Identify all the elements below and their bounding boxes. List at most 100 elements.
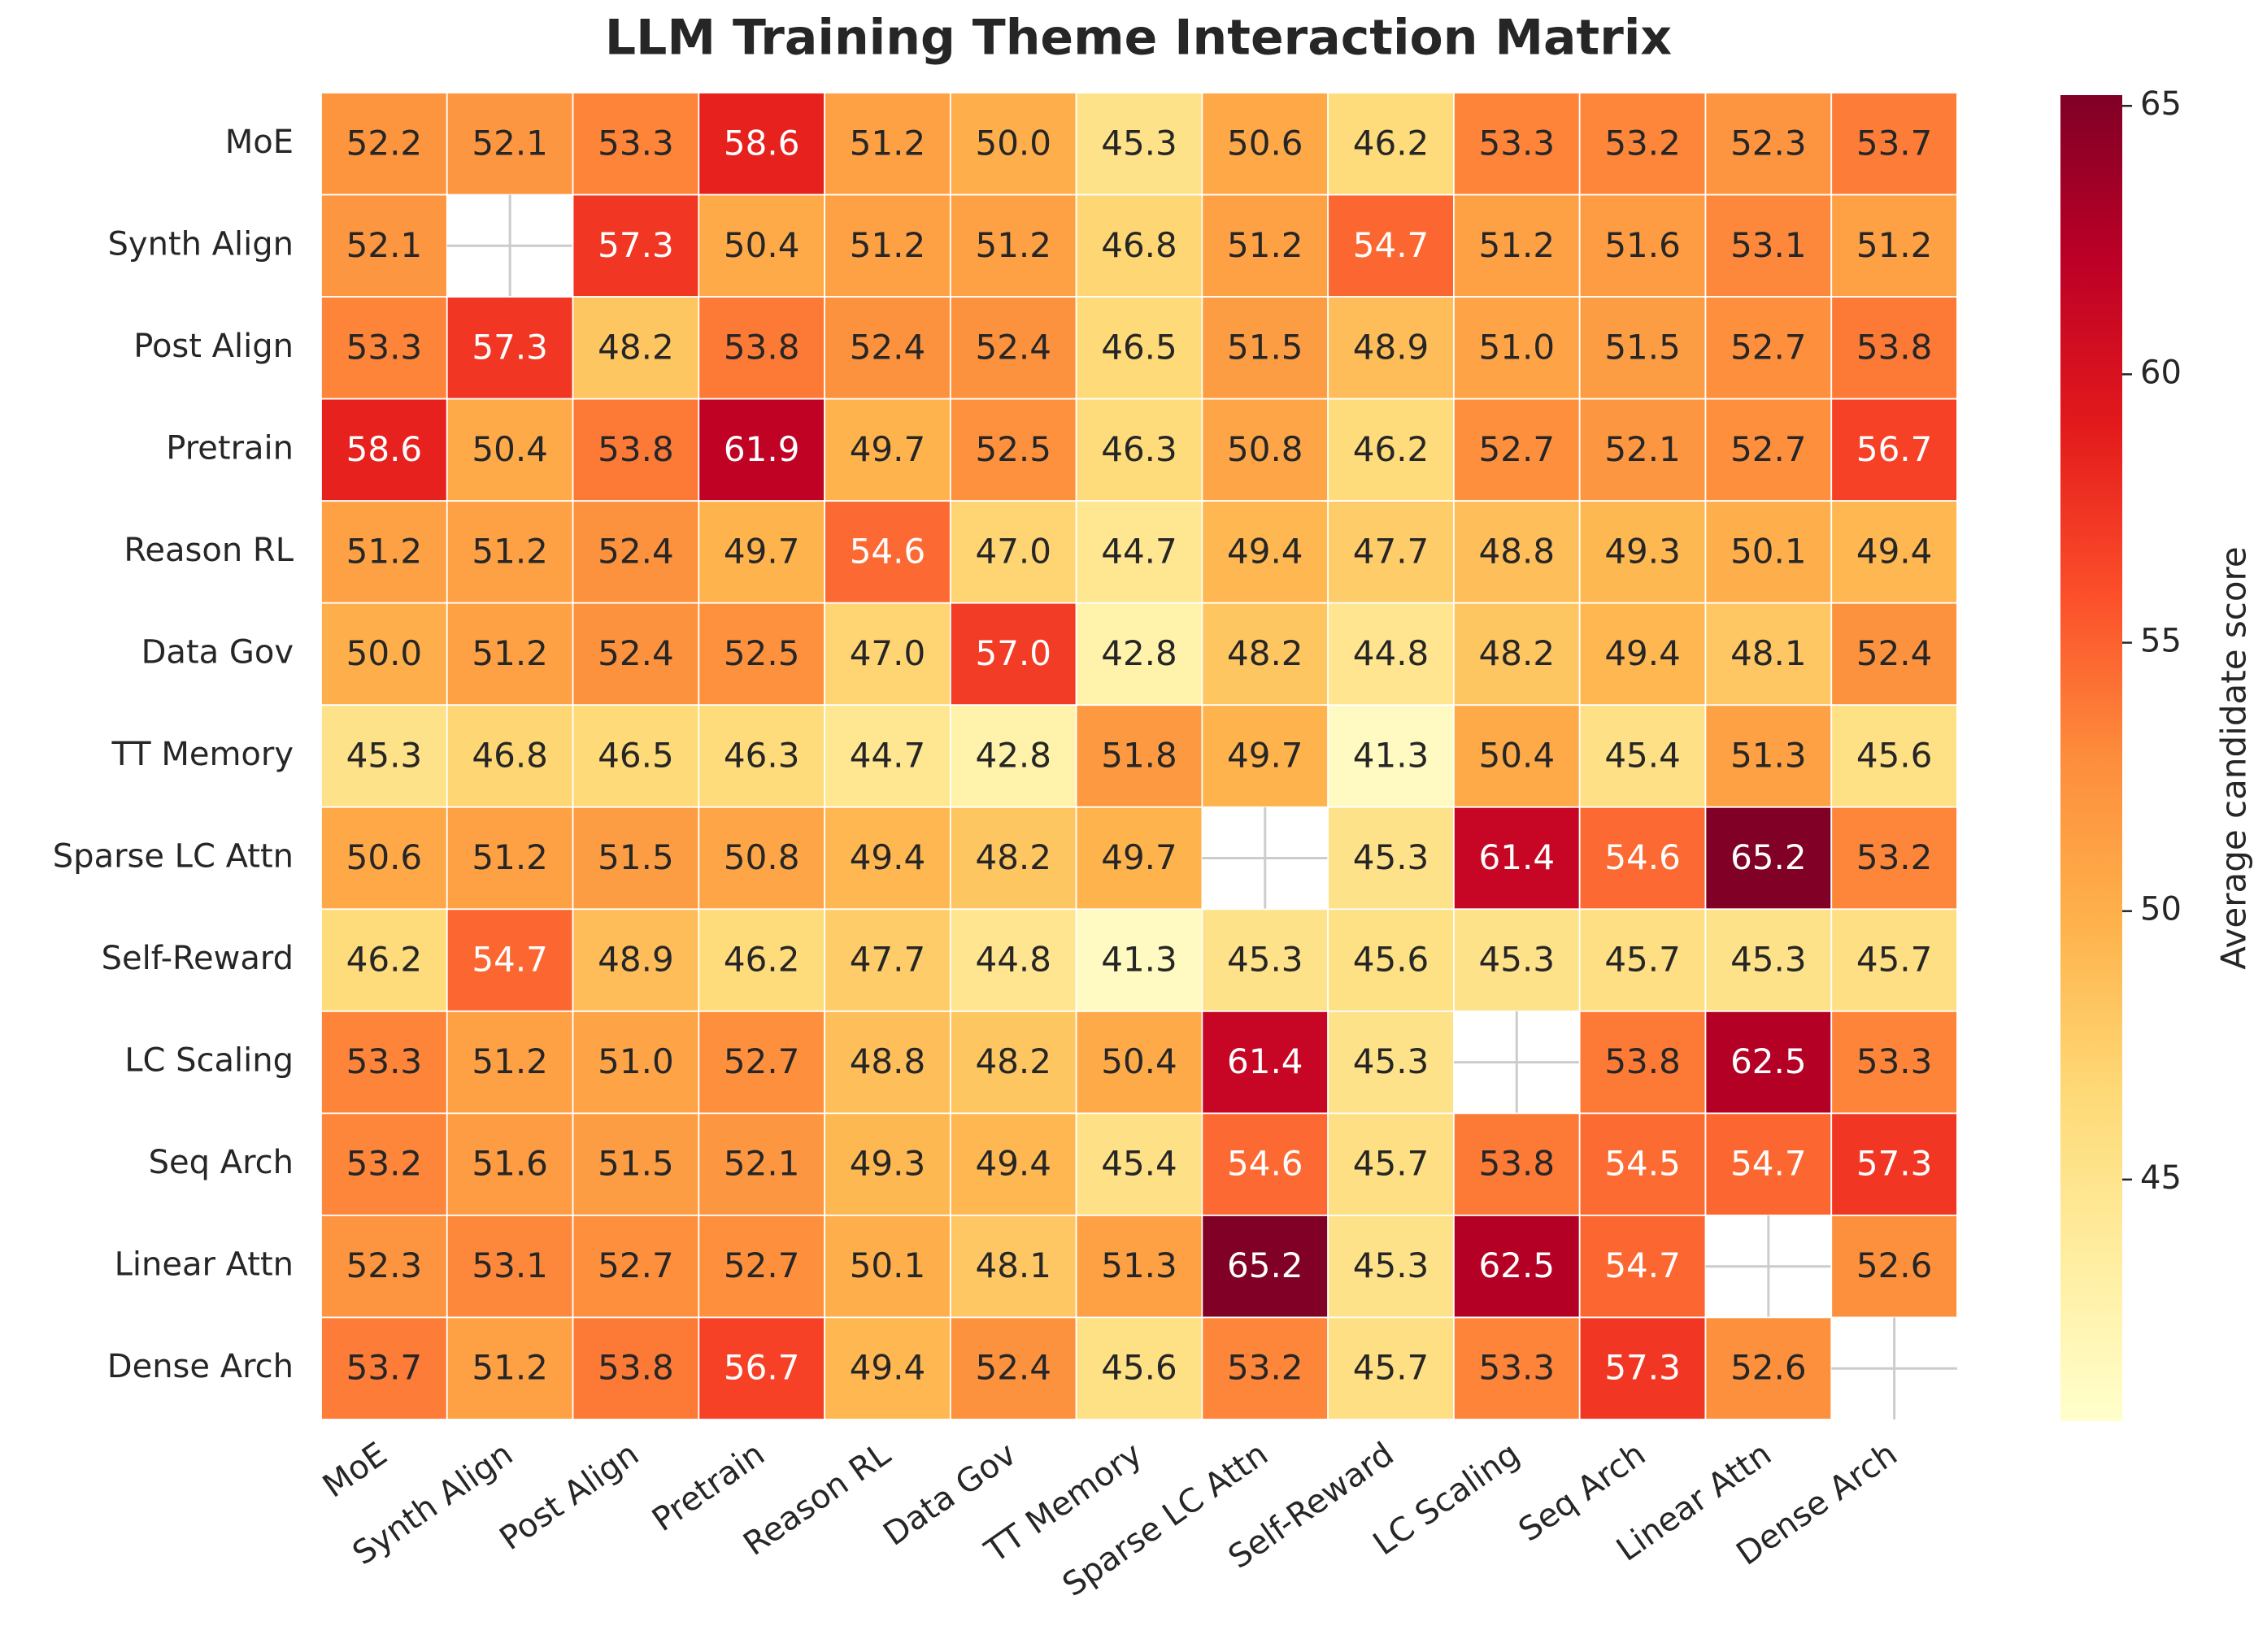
cell [1453, 1112, 1581, 1216]
cell-label: 50.0 [346, 633, 423, 673]
cell-label: 53.7 [1856, 123, 1933, 163]
cell [824, 1010, 951, 1115]
cell-label: 51.0 [1479, 327, 1556, 367]
cell-label: 51.2 [472, 633, 548, 673]
y-tick-label: Data Gov [141, 633, 294, 671]
cell [824, 908, 951, 1012]
cell [320, 704, 448, 808]
cell-label: 52.7 [1479, 429, 1556, 469]
cell-label: 44.8 [1353, 633, 1429, 673]
cell-label: 54.6 [1227, 1144, 1303, 1184]
cell [1830, 500, 1958, 604]
cell [1075, 908, 1203, 1012]
cell [1704, 193, 1833, 298]
cell [320, 908, 448, 1012]
cell [824, 806, 951, 911]
cell-label: 44.7 [850, 736, 926, 776]
cell-label: 62.5 [1479, 1246, 1556, 1285]
cell [446, 602, 574, 706]
cell-label: 49.4 [1227, 531, 1303, 571]
cell-label: 48.2 [1227, 633, 1303, 673]
cell-label: 51.2 [850, 123, 926, 163]
cell-label: 51.5 [598, 837, 674, 877]
cell-label: 48.2 [598, 327, 674, 367]
cell-label: 51.2 [472, 1348, 548, 1388]
colorbar-label: Average candidate score [2214, 546, 2254, 970]
cell [949, 806, 1077, 911]
cell-label: 51.2 [472, 837, 548, 877]
cell-label: 45.7 [1353, 1348, 1429, 1388]
cell [698, 193, 825, 298]
cell-label: 53.2 [1604, 123, 1681, 163]
cell-label: 45.6 [1101, 1348, 1177, 1388]
cell [1327, 1010, 1455, 1115]
y-tick-label: Self-Reward [102, 940, 294, 977]
cell [1201, 398, 1329, 502]
cell [1704, 92, 1833, 196]
cell-label: 45.7 [1353, 1144, 1429, 1184]
cell-label: 48.1 [975, 1246, 1051, 1285]
y-tick-label: Pretrain [166, 429, 294, 467]
cell-label: 52.4 [1856, 633, 1933, 673]
cell-label: 51.2 [472, 1041, 548, 1081]
y-tick-label: Post Align [133, 328, 294, 365]
cell-label: 56.7 [724, 1348, 800, 1388]
cell-label: 53.3 [346, 327, 423, 367]
cell-label: 53.3 [1479, 1348, 1556, 1388]
cell [1327, 193, 1455, 298]
cell [698, 500, 825, 604]
cell-label: 52.7 [1730, 327, 1807, 367]
cell [1578, 1215, 1707, 1319]
cell-label: 53.1 [472, 1246, 548, 1285]
x-tick-label: Post Align [493, 1436, 646, 1559]
y-tick-label: Synth Align [108, 225, 294, 263]
cell [446, 704, 574, 808]
cell [446, 92, 574, 196]
cell [1830, 193, 1958, 298]
cell [1075, 1215, 1203, 1319]
cell-label: 49.3 [850, 1144, 926, 1184]
cell [949, 908, 1077, 1012]
cell [949, 398, 1077, 502]
cell-label: 52.7 [724, 1246, 800, 1285]
cell-label: 52.5 [975, 429, 1051, 469]
cell [320, 92, 448, 196]
cell-label: 57.0 [975, 633, 1051, 673]
cell-label: 53.8 [598, 429, 674, 469]
cell-label: 47.7 [850, 940, 926, 980]
cell-label: 49.4 [850, 837, 926, 877]
cell-label: 44.7 [1101, 531, 1177, 571]
cell [949, 296, 1077, 400]
cell [1578, 1112, 1707, 1216]
cell [1578, 193, 1707, 298]
cell [824, 193, 951, 298]
cell-label: 51.2 [850, 225, 926, 265]
cell-label: 46.2 [724, 940, 800, 980]
cell-label: 61.4 [1227, 1041, 1303, 1081]
cell-label: 51.2 [472, 531, 548, 571]
cell-label: 58.6 [346, 429, 423, 469]
cell [446, 398, 574, 502]
cell-label: 49.7 [850, 429, 926, 469]
cell [1830, 806, 1958, 911]
cell-label: 51.2 [346, 531, 423, 571]
cell [446, 908, 574, 1012]
cell-label: 46.8 [472, 736, 548, 776]
cell-label: 45.3 [1730, 940, 1807, 980]
cell-label: 45.3 [1101, 123, 1177, 163]
cell [698, 1112, 825, 1216]
y-tick-label: Linear Attn [115, 1246, 294, 1284]
cell [1578, 806, 1707, 911]
cell-label: 51.6 [472, 1144, 548, 1184]
cell [1453, 500, 1581, 604]
cell [1453, 704, 1581, 808]
cell-label: 52.4 [598, 531, 674, 571]
colorbar-tick-label: 65 [2140, 85, 2182, 123]
cell [446, 296, 574, 400]
cell [1830, 296, 1958, 400]
cell-label: 46.8 [1101, 225, 1177, 265]
cell-label: 51.5 [1604, 327, 1681, 367]
cell-label: 49.4 [850, 1348, 926, 1388]
cell-label: 50.4 [724, 225, 800, 265]
cell-label: 50.4 [472, 429, 548, 469]
